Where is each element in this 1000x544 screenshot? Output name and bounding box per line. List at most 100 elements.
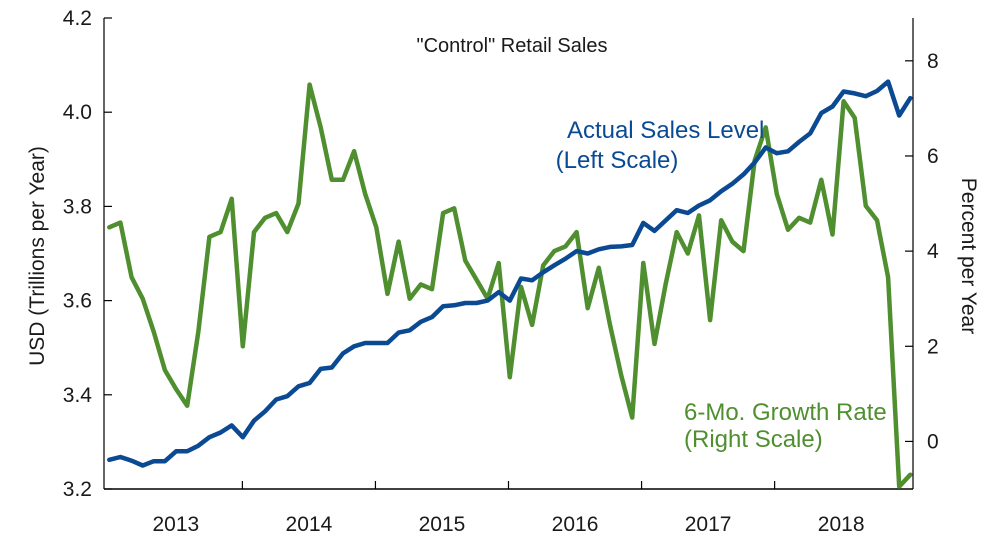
sales-point: [319, 367, 323, 371]
sales-point: [742, 172, 745, 176]
sales-point: [163, 459, 167, 463]
growth-point: [575, 230, 579, 234]
sales-point: [463, 301, 467, 305]
right-axis-title: Percent per Year: [957, 178, 980, 334]
growth-point: [775, 192, 779, 196]
growth-point: [308, 83, 312, 87]
growth-point: [397, 240, 401, 244]
growth-point: [619, 373, 623, 377]
sales-point: [274, 398, 278, 401]
sales-point: [875, 89, 879, 93]
growth-point: [864, 204, 868, 208]
growth-point: [430, 287, 434, 291]
sales-point: [241, 435, 245, 439]
growth-point: [163, 368, 167, 372]
growth-point: [530, 323, 534, 327]
growth-point: [719, 218, 723, 222]
right-tick-label: 0: [927, 430, 939, 453]
sales-point: [886, 80, 890, 84]
sales-point: [541, 270, 545, 274]
growth-label-line-1: 6-Mo. Growth Rate: [684, 399, 887, 426]
sales-point: [185, 449, 189, 453]
sales-point: [441, 304, 445, 308]
sales-point: [775, 151, 779, 155]
sales-point: [908, 96, 912, 100]
sales-point: [641, 221, 645, 225]
sales-point: [719, 189, 723, 193]
sales-point: [730, 182, 734, 186]
growth-point: [908, 473, 912, 477]
sales-point: [519, 277, 523, 280]
growth-point: [330, 178, 334, 182]
sales-point: [341, 351, 345, 355]
growth-point: [686, 252, 690, 255]
right-tick-label: 2: [927, 335, 939, 358]
growth-point: [886, 275, 890, 279]
growth-point: [152, 330, 156, 334]
sales-point: [897, 114, 901, 117]
sales-point: [552, 263, 556, 267]
growth-point: [319, 125, 323, 129]
growth-point: [786, 228, 790, 232]
growth-point: [697, 213, 701, 217]
sales-label-line-1: Actual Sales Level: [567, 117, 764, 144]
sales-point: [386, 341, 389, 345]
left-tick-label: 3.2: [63, 478, 92, 501]
sales-points: [107, 80, 912, 467]
sales-point: [608, 245, 612, 249]
sales-point: [452, 303, 456, 307]
sales-point: [819, 111, 823, 115]
growth-point: [808, 221, 812, 225]
sales-point: [686, 211, 690, 215]
growth-point: [341, 178, 345, 182]
sales-point: [475, 301, 478, 305]
sales-point: [853, 91, 857, 95]
sales-point: [764, 146, 768, 149]
year-label: 2016: [552, 513, 599, 536]
year-label: 2018: [818, 513, 865, 536]
sales-point: [308, 381, 312, 385]
right-tick-label: 4: [927, 240, 939, 263]
growth-point: [185, 404, 189, 408]
growth-point: [897, 485, 901, 489]
right-tick-label: 8: [927, 50, 939, 73]
x-axis: 2013 2014 2015 2016 2017 2018: [103, 18, 914, 536]
sales-point: [285, 394, 289, 398]
growth-point: [285, 230, 289, 234]
growth-point: [174, 387, 178, 391]
growth-point: [274, 211, 278, 215]
sales-point: [408, 328, 412, 332]
left-tick-label: 4.2: [63, 7, 92, 30]
sales-point: [797, 140, 801, 144]
growth-point: [742, 249, 745, 253]
sales-point: [107, 458, 111, 462]
growth-point: [586, 306, 590, 310]
left-tick-label: 3.8: [63, 195, 92, 218]
sales-point: [130, 459, 134, 463]
sales-point: [508, 299, 512, 303]
growth-point: [497, 261, 501, 265]
year-label: 2015: [419, 513, 466, 536]
sales-point: [630, 243, 634, 247]
growth-point: [831, 233, 834, 236]
growth-point: [630, 416, 634, 420]
year-label: 2014: [286, 513, 333, 536]
growth-point: [552, 249, 556, 253]
year-label: 2013: [152, 513, 199, 536]
growth-point: [853, 116, 857, 120]
growth-point: [374, 225, 378, 229]
sales-point: [753, 161, 757, 165]
sales-point: [530, 278, 534, 282]
sales-point: [252, 419, 256, 423]
growth-point: [819, 178, 823, 182]
growth-point: [352, 149, 356, 153]
sales-point: [363, 341, 367, 345]
growth-point: [141, 297, 145, 301]
sales-point: [664, 219, 668, 222]
sales-point: [653, 229, 656, 233]
sales-point: [330, 366, 334, 369]
sales-point: [808, 131, 812, 135]
growth-point: [730, 240, 734, 244]
sales-label-line-2: (Left Scale): [556, 147, 679, 174]
